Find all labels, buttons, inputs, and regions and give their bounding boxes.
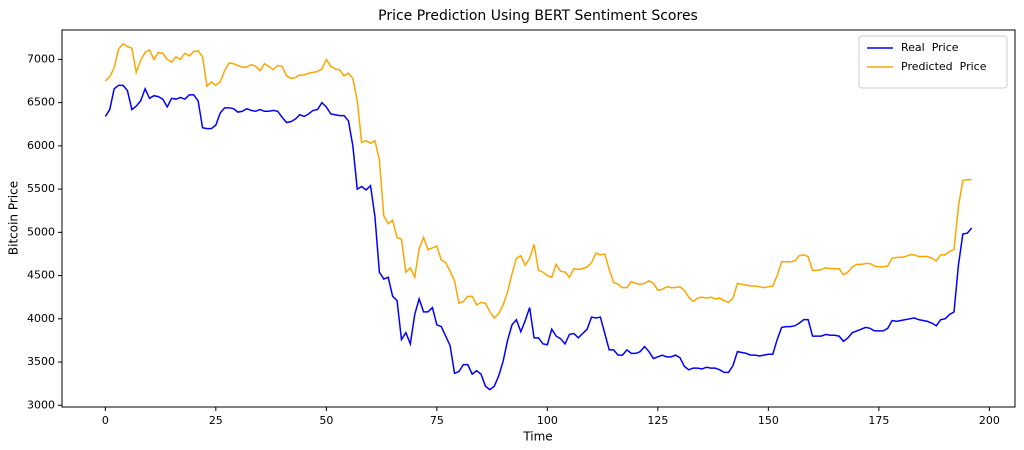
legend-label: Predicted Price [901,60,987,73]
legend-label: Real Price [901,41,959,54]
x-tick-label: 75 [430,414,444,427]
y-tick-label: 4000 [27,312,55,325]
y-tick-label: 7000 [27,52,55,65]
plot-frame [61,29,1016,408]
x-tick-label: 125 [647,414,668,427]
x-tick-label: 50 [319,414,333,427]
x-tick-label: 0 [102,414,109,427]
y-tick-label: 5500 [27,182,55,195]
y-tick-label: 6500 [27,96,55,109]
chart-title: Price Prediction Using BERT Sentiment Sc… [378,8,698,24]
series-line [104,42,972,320]
y-tick-label: 4500 [27,269,55,282]
x-tick-label: 200 [979,414,1000,427]
x-tick-label: 150 [758,414,779,427]
x-tick-label: 25 [209,414,223,427]
series-line [104,84,973,391]
y-tick-label: 6000 [27,139,55,152]
y-axis-label: Bitcoin Price [7,181,21,255]
x-tick-label: 100 [537,414,558,427]
x-tick-label: 175 [868,414,889,427]
y-tick-label: 5000 [27,225,55,238]
x-axis-label: Time [522,430,552,444]
y-tick-label: 3500 [27,355,55,368]
legend-box [858,35,1008,89]
y-tick-label: 3000 [27,398,55,411]
